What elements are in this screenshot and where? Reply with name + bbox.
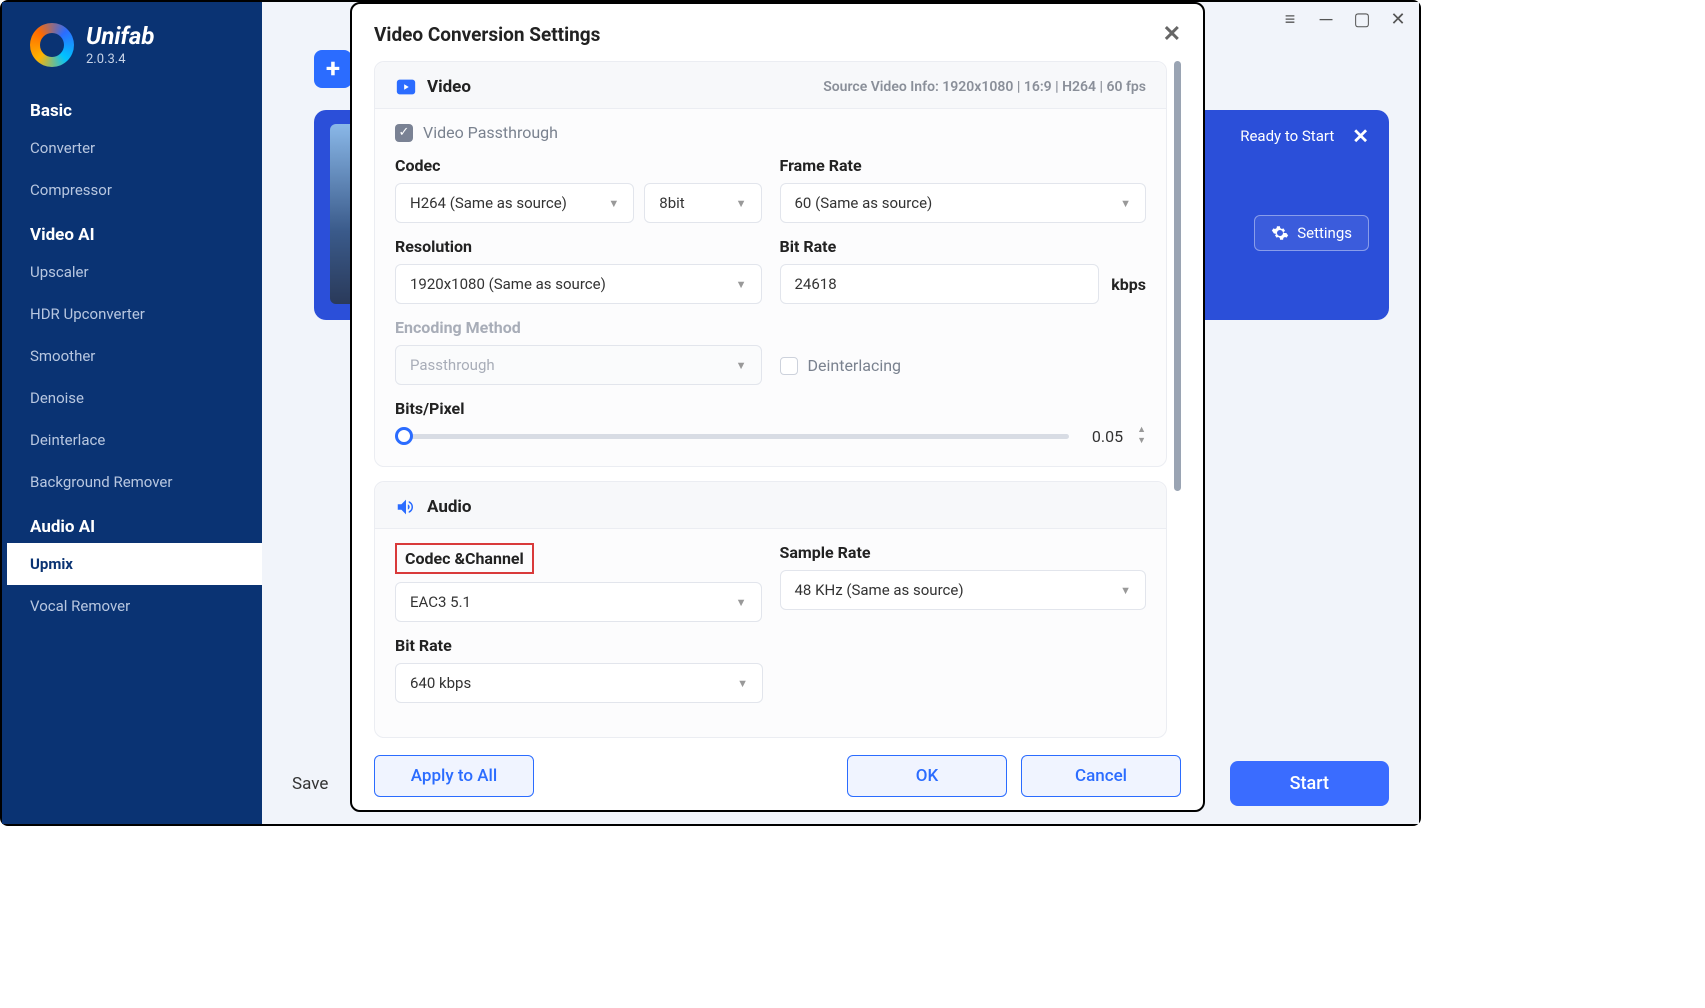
maximize-icon[interactable]: ▢ bbox=[1353, 10, 1371, 28]
video-passthrough-checkbox[interactable]: ✓ bbox=[395, 124, 413, 142]
logo-area: Unifab 2.0.3.4 bbox=[2, 22, 262, 87]
deinterlacing-checkbox[interactable] bbox=[780, 357, 798, 375]
bpp-slider[interactable] bbox=[395, 434, 1069, 439]
sidebar-item-vocal-remover[interactable]: Vocal Remover bbox=[2, 585, 262, 627]
app-name: Unifab bbox=[86, 22, 154, 50]
dialog-close-button[interactable]: ✕ bbox=[1163, 22, 1181, 47]
save-label: Save bbox=[292, 774, 328, 794]
encoding-label: Encoding Method bbox=[395, 318, 762, 337]
chevron-down-icon: ▼ bbox=[736, 278, 747, 291]
remove-video-button[interactable]: ✕ bbox=[1352, 124, 1369, 148]
chevron-down-icon: ▼ bbox=[736, 197, 747, 210]
bitrate-label: Bit Rate bbox=[780, 237, 1147, 256]
sidebar-item-hdr-upconverter[interactable]: HDR Upconverter bbox=[2, 293, 262, 335]
framerate-dropdown[interactable]: 60 (Same as source) ▼ bbox=[780, 183, 1147, 223]
app-logo-icon bbox=[30, 23, 74, 67]
sidebar-item-upscaler[interactable]: Upscaler bbox=[2, 251, 262, 293]
chevron-down-icon: ▼ bbox=[1120, 584, 1131, 597]
bpp-value: 0.05 bbox=[1083, 427, 1123, 446]
dialog-title: Video Conversion Settings bbox=[374, 23, 600, 46]
codec-channel-label: Codec &Channel bbox=[395, 543, 534, 574]
sidebar-item-denoise[interactable]: Denoise bbox=[2, 377, 262, 419]
chevron-down-icon: ▼ bbox=[736, 359, 747, 372]
codec-channel-value: EAC3 5.1 bbox=[410, 593, 471, 611]
sidebar-item-converter[interactable]: Converter bbox=[2, 127, 262, 169]
sidebar-item-upmix[interactable]: Upmix bbox=[2, 543, 262, 585]
scrollbar-thumb[interactable] bbox=[1174, 61, 1181, 491]
sidebar-header-basic: Basic bbox=[2, 87, 262, 127]
bpp-stepper[interactable]: ▲▼ bbox=[1137, 426, 1146, 446]
sample-rate-dropdown[interactable]: 48 KHz (Same as source) ▼ bbox=[780, 570, 1147, 610]
chevron-down-icon: ▼ bbox=[736, 596, 747, 609]
settings-button[interactable]: Settings bbox=[1254, 215, 1369, 251]
audio-bitrate-label: Bit Rate bbox=[395, 636, 763, 655]
encoding-dropdown: Passthrough ▼ bbox=[395, 345, 762, 385]
sidebar-header-audio-ai: Audio AI bbox=[2, 503, 262, 543]
sidebar-item-deinterlace[interactable]: Deinterlace bbox=[2, 419, 262, 461]
close-icon[interactable]: ✕ bbox=[1389, 10, 1407, 28]
menu-icon[interactable]: ≡ bbox=[1281, 10, 1299, 28]
video-panel-title: Video bbox=[427, 77, 471, 97]
audio-bitrate-value: 640 kbps bbox=[410, 674, 471, 692]
video-passthrough-label: Video Passthrough bbox=[423, 123, 558, 142]
app-version: 2.0.3.4 bbox=[86, 52, 154, 67]
audio-icon bbox=[395, 496, 417, 518]
audio-bitrate-dropdown[interactable]: 640 kbps ▼ bbox=[395, 663, 763, 703]
sidebar: Unifab 2.0.3.4 Basic Converter Compresso… bbox=[2, 2, 262, 824]
cancel-button[interactable]: Cancel bbox=[1021, 755, 1181, 797]
codec-label: Codec bbox=[395, 156, 762, 175]
sidebar-item-compressor[interactable]: Compressor bbox=[2, 169, 262, 211]
settings-button-label: Settings bbox=[1297, 224, 1352, 242]
dialog-scroll-area: Video Source Video Info: 1920x1080 | 16:… bbox=[374, 61, 1181, 741]
chevron-down-icon: ▼ bbox=[737, 677, 748, 690]
sidebar-item-smoother[interactable]: Smoother bbox=[2, 335, 262, 377]
add-button[interactable]: + bbox=[314, 50, 352, 88]
bpp-label: Bits/Pixel bbox=[395, 399, 1146, 418]
apply-to-all-button[interactable]: Apply to All bbox=[374, 755, 534, 797]
bitrate-input[interactable] bbox=[780, 264, 1100, 304]
framerate-label: Frame Rate bbox=[780, 156, 1147, 175]
codec-dropdown[interactable]: H264 (Same as source) ▼ bbox=[395, 183, 634, 223]
bitdepth-dropdown[interactable]: 8bit ▼ bbox=[644, 183, 761, 223]
bitdepth-value: 8bit bbox=[659, 194, 684, 212]
resolution-label: Resolution bbox=[395, 237, 762, 256]
audio-panel-title: Audio bbox=[427, 497, 472, 517]
gear-icon bbox=[1271, 224, 1289, 242]
video-icon bbox=[395, 76, 417, 98]
sample-rate-value: 48 KHz (Same as source) bbox=[795, 581, 964, 599]
video-panel: Video Source Video Info: 1920x1080 | 16:… bbox=[374, 61, 1167, 467]
settings-dialog: Video Conversion Settings ✕ Video Source… bbox=[350, 2, 1205, 812]
framerate-value: 60 (Same as source) bbox=[795, 194, 933, 212]
minimize-icon[interactable]: ─ bbox=[1317, 10, 1335, 28]
resolution-value: 1920x1080 (Same as source) bbox=[410, 275, 606, 293]
sample-rate-label: Sample Rate bbox=[780, 543, 1147, 562]
codec-channel-dropdown[interactable]: EAC3 5.1 ▼ bbox=[395, 582, 762, 622]
codec-value: H264 (Same as source) bbox=[410, 194, 567, 212]
sidebar-header-video-ai: Video AI bbox=[2, 211, 262, 251]
chevron-down-icon: ▼ bbox=[608, 197, 619, 210]
chevron-down-icon: ▼ bbox=[1120, 197, 1131, 210]
scrollbar[interactable] bbox=[1174, 61, 1181, 741]
source-info: Source Video Info: 1920x1080 | 16:9 | H2… bbox=[823, 79, 1146, 95]
bpp-slider-handle[interactable] bbox=[395, 427, 413, 445]
titlebar: ≡ ─ ▢ ✕ bbox=[1281, 10, 1407, 28]
ready-status: Ready to Start bbox=[1240, 127, 1334, 145]
start-button[interactable]: Start bbox=[1230, 761, 1389, 806]
ok-button[interactable]: OK bbox=[847, 755, 1007, 797]
resolution-dropdown[interactable]: 1920x1080 (Same as source) ▼ bbox=[395, 264, 762, 304]
bitrate-unit: kbps bbox=[1111, 275, 1146, 294]
deinterlacing-label: Deinterlacing bbox=[808, 356, 902, 375]
encoding-value: Passthrough bbox=[410, 356, 495, 374]
audio-panel: Audio Codec &Channel EAC3 5.1 ▼ Sample R… bbox=[374, 481, 1167, 738]
sidebar-item-background-remover[interactable]: Background Remover bbox=[2, 461, 262, 503]
